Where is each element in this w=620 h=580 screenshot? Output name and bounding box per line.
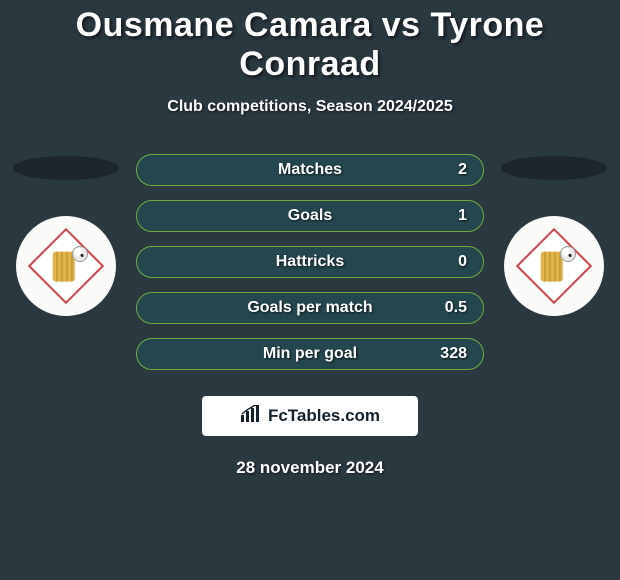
stat-row-matches: Matches 2 bbox=[136, 154, 484, 186]
right-player-col bbox=[494, 154, 614, 316]
subtitle: Club competitions, Season 2024/2025 bbox=[0, 98, 620, 116]
bar-chart-icon bbox=[240, 405, 262, 428]
stat-value-right: 328 bbox=[440, 345, 467, 363]
comparison-card: Ousmane Camara vs Tyrone Conraad Club co… bbox=[0, 0, 620, 478]
player-shadow-ellipse bbox=[13, 156, 119, 180]
stat-value-right: 0 bbox=[458, 253, 467, 271]
player-shadow-ellipse bbox=[501, 156, 607, 180]
brand-box[interactable]: FcTables.com bbox=[202, 396, 418, 436]
club-logo-graphic bbox=[36, 236, 96, 296]
stat-row-min-per-goal: Min per goal 328 bbox=[136, 338, 484, 370]
stat-label: Goals bbox=[288, 207, 332, 225]
brand-text: FcTables.com bbox=[268, 406, 380, 426]
stat-value-right: 1 bbox=[458, 207, 467, 225]
stats-column: Matches 2 Goals 1 Hattricks 0 Goals per … bbox=[136, 154, 484, 370]
main-row: Matches 2 Goals 1 Hattricks 0 Goals per … bbox=[0, 154, 620, 370]
left-player-col bbox=[6, 154, 126, 316]
stat-row-hattricks: Hattricks 0 bbox=[136, 246, 484, 278]
stat-label: Min per goal bbox=[263, 345, 357, 363]
stat-label: Goals per match bbox=[247, 299, 372, 317]
stat-label: Matches bbox=[278, 161, 342, 179]
right-club-logo bbox=[504, 216, 604, 316]
page-title: Ousmane Camara vs Tyrone Conraad bbox=[0, 6, 620, 84]
stat-row-goals-per-match: Goals per match 0.5 bbox=[136, 292, 484, 324]
stat-label: Hattricks bbox=[276, 253, 344, 271]
stat-value-right: 0.5 bbox=[445, 299, 467, 317]
club-logo-graphic bbox=[524, 236, 584, 296]
left-club-logo bbox=[16, 216, 116, 316]
stat-row-goals: Goals 1 bbox=[136, 200, 484, 232]
date-line: 28 november 2024 bbox=[0, 458, 620, 478]
stat-value-right: 2 bbox=[458, 161, 467, 179]
